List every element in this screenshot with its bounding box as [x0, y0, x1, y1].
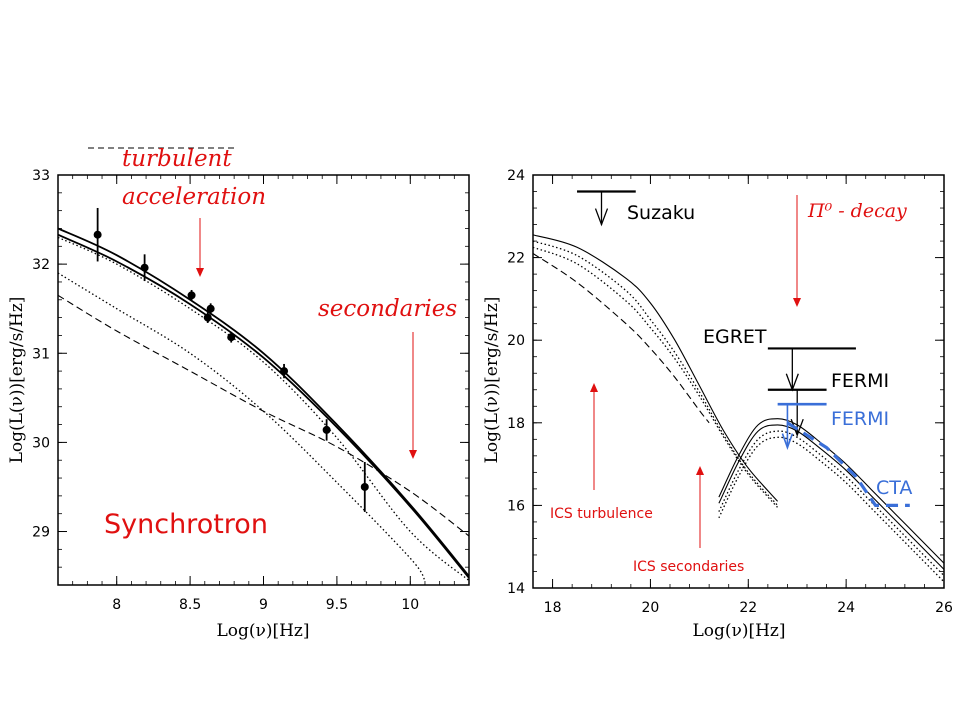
left-data-points	[93, 207, 369, 512]
left-data-point	[93, 230, 102, 239]
right-curve-ics-dotted-1	[532, 240, 779, 506]
left-x-tick-label: 8	[112, 597, 121, 613]
fermi-blue-arrowhead	[781, 433, 794, 450]
right-curve-pi0-solid-2	[718, 424, 945, 570]
right-curve-pi0-dotted-2	[718, 436, 945, 583]
left-data-point	[140, 263, 149, 272]
left-x-tick-label: 9.5	[326, 597, 348, 613]
cta-label: CTA	[876, 477, 912, 499]
left-model-curves	[57, 227, 470, 582]
right-x-tick-label: 20	[642, 600, 660, 616]
turbulent-label: turbulent	[122, 146, 232, 172]
left-y-tick-label: 32	[32, 257, 50, 273]
left-curve-total-thick-a	[57, 227, 470, 577]
left-curve-dotted-upper	[57, 236, 470, 582]
ics-secondaries-label: ICS secondaries	[633, 559, 744, 575]
left-curve-total-thick-b	[57, 233, 470, 579]
left-data-point	[322, 425, 331, 434]
turbulent-arrow	[196, 218, 204, 277]
left-y-tick-label: 30	[32, 435, 50, 451]
right-y-tick-label: 24	[507, 168, 525, 184]
left-data-point	[203, 313, 212, 322]
left-data-point	[360, 482, 369, 491]
left-x-tick-label: 8.5	[179, 597, 201, 613]
left-curve-dashed-secondaries	[57, 294, 470, 537]
pi0-decay-label: Π⁰ - decay	[807, 200, 907, 222]
right-x-tick-label: 18	[544, 600, 562, 616]
right-curve-ics-dotted-2	[532, 246, 779, 508]
left-data-point	[206, 304, 215, 313]
left-x-axis-label: Log(ν)[Hz]	[216, 621, 309, 641]
egret-label: EGRET	[703, 326, 767, 348]
left-x-tick-label: 9	[259, 597, 268, 613]
left-y-tick-label: 33	[32, 168, 50, 184]
cta-sensitivity-curve	[786, 421, 910, 507]
right-y-tick-label: 14	[507, 581, 525, 597]
gamma-ray-panel: 18 20 22 24 26 14 16 18 20 22 24 Log(ν)[Hz] Log(L(…	[482, 168, 953, 641]
upper-limit-arrowhead-fermi	[790, 418, 804, 438]
left-data-point	[227, 333, 236, 342]
right-curve-ics-dashed	[532, 253, 710, 424]
ics-turbulence-label: ICS turbulence	[550, 506, 653, 522]
right-y-tick-label: 20	[507, 333, 525, 349]
right-axis-ticks: 18 20 22 24 26 14 16 18 20 22 24	[507, 168, 953, 616]
suzaku-label: Suzaku	[627, 202, 695, 224]
right-y-axis-label: Log(L(ν))[erg/s/Hz]	[482, 297, 502, 464]
secondaries-label: secondaries	[318, 296, 457, 322]
right-curve-pi0-dotted-1	[718, 430, 945, 577]
left-y-tick-label: 31	[32, 346, 50, 362]
right-plot-frame	[532, 174, 945, 589]
pi0-arrow	[793, 195, 801, 307]
synchrotron-label: Synchrotron	[104, 509, 268, 540]
left-data-point	[187, 291, 196, 300]
left-axis-ticks: 8 8.5 9 9.5 10 29 30 31 32 33	[32, 168, 470, 613]
acceleration-label: acceleration	[122, 184, 266, 210]
left-data-point	[280, 367, 289, 376]
synchrotron-panel: 8 8.5 9 9.5 10 29 30 31 32 33 Log(ν)[Hz] Log(L(ν)…	[7, 146, 470, 641]
right-upper-limits	[577, 190, 910, 507]
secondaries-arrow	[409, 332, 417, 459]
ics-secondaries-arrow	[696, 466, 704, 548]
right-x-tick-label: 26	[935, 600, 953, 616]
right-x-axis-label: Log(ν)[Hz]	[692, 621, 785, 641]
ics-turbulence-arrow	[590, 383, 598, 490]
right-y-tick-label: 22	[507, 251, 525, 267]
left-y-axis-label: Log(L(ν))[erg/s/Hz]	[7, 297, 27, 464]
left-y-tick-label: 29	[32, 525, 50, 541]
fermi-blue-label: FERMI	[831, 408, 889, 430]
right-y-tick-label: 18	[507, 416, 525, 432]
left-x-tick-label: 10	[401, 597, 419, 613]
right-x-tick-label: 24	[837, 600, 855, 616]
right-y-tick-label: 16	[507, 498, 525, 514]
fermi-label: FERMI	[831, 370, 889, 392]
right-model-curves	[532, 234, 945, 583]
right-x-tick-label: 22	[739, 600, 757, 616]
upper-limit-arrowhead-suzaku	[594, 208, 609, 227]
